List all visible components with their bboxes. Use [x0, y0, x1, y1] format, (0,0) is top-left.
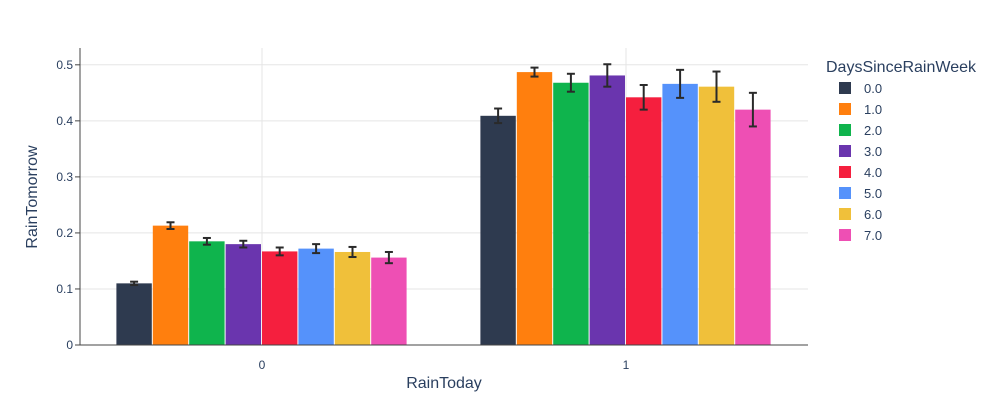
- bars: [116, 72, 771, 346]
- bar: [698, 86, 735, 345]
- bar: [298, 248, 334, 345]
- bar: [735, 109, 771, 345]
- legend-title: DaysSinceRainWeek: [826, 59, 977, 76]
- x-tick-label: 1: [623, 358, 630, 372]
- y-tick-label: 0.2: [56, 226, 73, 240]
- y-tick-label: 0: [66, 338, 73, 352]
- legend-label[interactable]: 0.0: [864, 81, 882, 96]
- x-tick-label: 0: [259, 358, 266, 372]
- legend-label[interactable]: 5.0: [864, 186, 882, 201]
- bar: [225, 244, 261, 345]
- legend-swatch[interactable]: [839, 124, 851, 136]
- bar: [116, 283, 152, 345]
- legend-swatch[interactable]: [839, 82, 851, 94]
- bar: [662, 83, 698, 346]
- y-tick-label: 0.3: [56, 170, 73, 184]
- y-tick-label: 0.4: [56, 114, 73, 128]
- bar: [589, 75, 625, 345]
- legend-label[interactable]: 6.0: [864, 207, 882, 222]
- axes: 0 0.1 0.2 0.3 0.4 0.5 0 1: [56, 48, 808, 372]
- bar: [334, 251, 371, 345]
- legend-swatch[interactable]: [839, 145, 851, 157]
- bar: [626, 97, 662, 346]
- bar: [152, 225, 189, 345]
- bar: [480, 115, 516, 345]
- legend-label[interactable]: 3.0: [864, 144, 882, 159]
- legend-label[interactable]: 2.0: [864, 123, 882, 138]
- legend-swatch[interactable]: [839, 229, 851, 241]
- bar: [371, 257, 407, 345]
- legend: 0.0 1.0 2.0 3.0 4.0 5.0 6.0 7.0: [839, 81, 882, 243]
- legend-swatch[interactable]: [839, 103, 851, 115]
- y-tick-label: 0.1: [56, 282, 73, 296]
- legend-swatch[interactable]: [839, 166, 851, 178]
- y-tick-label: 0.5: [56, 58, 73, 72]
- bar: [516, 72, 553, 346]
- x-axis-title: RainToday: [406, 375, 482, 392]
- legend-label[interactable]: 1.0: [864, 102, 882, 117]
- bar: [262, 251, 298, 345]
- legend-label[interactable]: 4.0: [864, 165, 882, 180]
- legend-label[interactable]: 7.0: [864, 228, 882, 243]
- legend-swatch[interactable]: [839, 187, 851, 199]
- legend-swatch[interactable]: [839, 208, 851, 220]
- bar: [189, 241, 225, 345]
- error-bars: [130, 63, 757, 287]
- bar: [553, 82, 589, 345]
- y-axis-title: RainTomorrow: [24, 145, 41, 249]
